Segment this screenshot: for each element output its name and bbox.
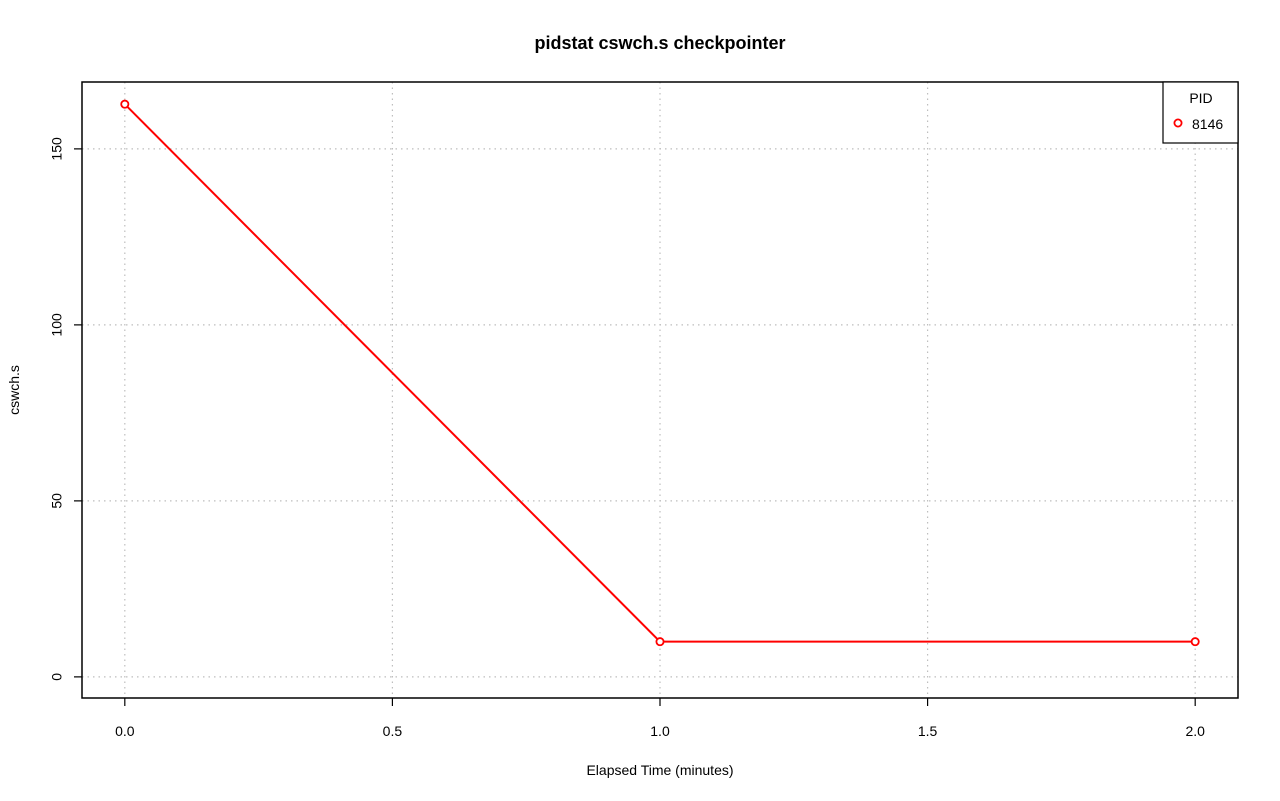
chart-title: pidstat cswch.s checkpointer (534, 33, 785, 53)
y-tick-label: 50 (49, 493, 65, 509)
x-tick-label: 0.5 (383, 723, 403, 739)
legend-title: PID (1189, 90, 1212, 106)
x-axis: 0.0 0.5 1.0 1.5 2.0 (115, 698, 1205, 739)
x-tick-label: 0.0 (115, 723, 135, 739)
legend: PID 8146 (1162, 81, 1239, 144)
y-tick-label: 100 (49, 313, 65, 337)
data-point-8146 (655, 637, 665, 647)
x-tick-label: 1.0 (650, 723, 670, 739)
y-axis: 0 50 100 150 (49, 137, 82, 681)
x-tick-label: 2.0 (1185, 723, 1205, 739)
y-tick-label: 0 (49, 673, 65, 681)
data-point-8146 (120, 99, 130, 109)
grid (82, 82, 1238, 698)
series-layer (120, 99, 1200, 647)
y-tick-label: 150 (49, 137, 65, 161)
x-tick-label: 1.5 (918, 723, 938, 739)
series-line-segment-8146 (124, 103, 661, 643)
x-axis-label: Elapsed Time (minutes) (586, 762, 733, 778)
y-axis-label: cswch.s (6, 365, 22, 415)
legend-marker-8146 (1173, 118, 1183, 128)
legend-box (1162, 81, 1239, 144)
legend-entry-8146: 8146 (1192, 116, 1223, 132)
data-point-8146 (1190, 637, 1200, 647)
